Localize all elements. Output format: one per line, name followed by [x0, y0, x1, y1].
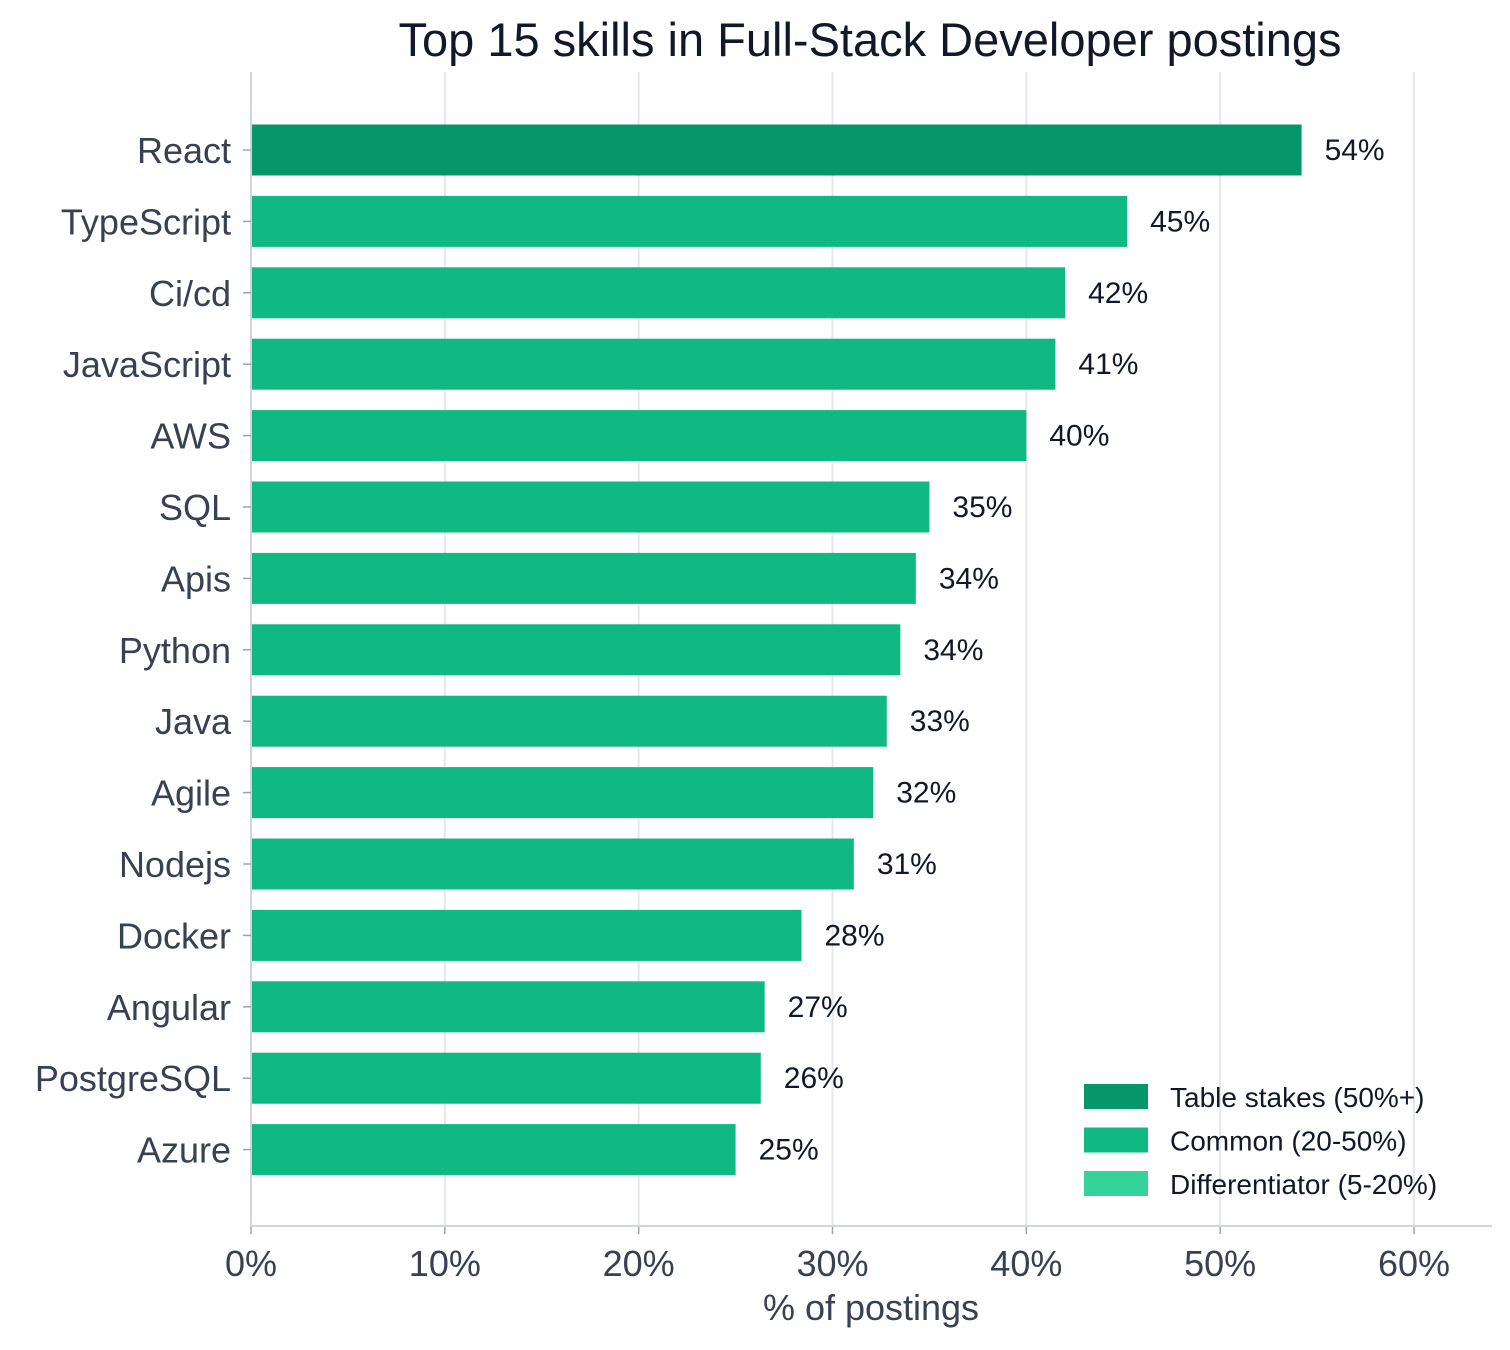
x-tick-label: 60% — [1378, 1243, 1450, 1284]
bar — [252, 267, 1066, 319]
legend: Table stakes (50%+) Common (20-50%) Differ… — [1084, 1082, 1437, 1200]
bar — [252, 338, 1056, 390]
legend-label: Differentiator (5-20%) — [1170, 1169, 1437, 1200]
bar-value-label: 28% — [824, 919, 884, 952]
category-label: Ci/cd — [149, 273, 231, 314]
bar — [252, 909, 802, 961]
bar-value-label: 45% — [1150, 205, 1210, 238]
bar — [252, 195, 1128, 247]
bar-value-label: 42% — [1088, 277, 1148, 310]
category-label: Apis — [161, 558, 231, 599]
bar — [252, 624, 901, 676]
bar — [252, 1052, 761, 1104]
x-axis-label: % of postings — [763, 1287, 979, 1328]
bar-value-label: 35% — [952, 491, 1012, 524]
x-tick-label: 0% — [225, 1243, 277, 1284]
x-tick-label: 30% — [796, 1243, 868, 1284]
category-label: SQL — [159, 487, 231, 528]
category-label: PostgreSQL — [35, 1058, 231, 1099]
bar — [252, 481, 930, 533]
bar — [252, 552, 916, 604]
bar-value-label: 40% — [1049, 420, 1109, 453]
bar — [252, 695, 887, 747]
axes: 0% 10% 20% 30% 40% 50% 60% React TypeScript Ci/cd… — [35, 72, 1492, 1284]
category-label: Java — [155, 701, 232, 742]
category-label: JavaScript — [63, 344, 231, 385]
legend-swatch — [1084, 1127, 1148, 1153]
category-label: Azure — [137, 1130, 231, 1171]
bar-value-label: 41% — [1078, 348, 1138, 381]
legend-swatch — [1084, 1084, 1148, 1109]
bar-value-label: 25% — [759, 1134, 819, 1167]
category-label: React — [137, 130, 231, 171]
x-tick-label: 40% — [990, 1243, 1062, 1284]
legend-swatch — [1084, 1171, 1148, 1196]
bar-value-label: 33% — [910, 705, 970, 738]
bar — [252, 767, 874, 819]
category-label: Agile — [151, 773, 231, 814]
bar — [252, 124, 1302, 176]
bar — [252, 1124, 736, 1176]
x-tick-label: 20% — [603, 1243, 675, 1284]
category-label: TypeScript — [61, 201, 231, 242]
bar — [252, 838, 854, 890]
legend-label: Common (20-50%) — [1170, 1126, 1407, 1157]
bar-value-label: 54% — [1325, 134, 1385, 167]
bar-value-label: 27% — [788, 991, 848, 1024]
category-label: Docker — [117, 915, 231, 956]
bar-value-label: 31% — [877, 848, 937, 881]
x-tick-label: 50% — [1184, 1243, 1256, 1284]
category-label: Nodejs — [119, 844, 231, 885]
category-label: Angular — [107, 987, 231, 1028]
x-tick-label: 10% — [409, 1243, 481, 1284]
legend-label: Table stakes (50%+) — [1170, 1082, 1424, 1113]
bar-value-label: 34% — [939, 562, 999, 595]
bar-value-label: 26% — [784, 1062, 844, 1095]
bar — [252, 981, 765, 1033]
bar-value-label: 34% — [923, 634, 983, 667]
chart-title: Top 15 skills in Full-Stack Developer po… — [398, 13, 1341, 66]
bar — [252, 410, 1027, 462]
bar-value-label: 32% — [896, 777, 956, 810]
bars: 54% 45% 42% 41% 40% 35% 34% 34% 33% 32% 31% 28% 27% 2… — [252, 124, 1385, 1176]
category-label: Python — [119, 630, 231, 671]
category-label: AWS — [150, 416, 231, 457]
